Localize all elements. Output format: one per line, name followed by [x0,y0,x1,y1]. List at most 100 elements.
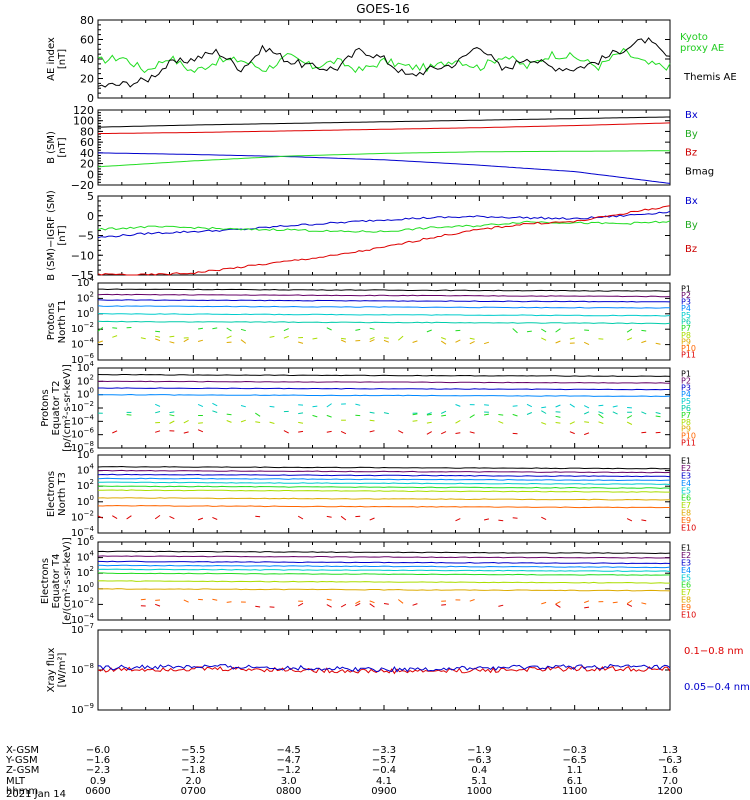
channel-segment [298,412,304,415]
channel-label: P1 [681,369,691,378]
x-tick-value: 7.0 [662,776,678,787]
x-tick-value: −5.5 [181,745,205,756]
channel-segment [197,403,204,408]
channel-segment [197,517,204,521]
channel-label: E4 [681,566,691,575]
channel-segment [626,600,633,605]
channel-segment [541,328,547,333]
channel-segment [612,411,618,415]
channel-segment [126,515,132,520]
channel-segment [226,413,232,416]
channel-segment [541,601,547,605]
channel-segment [598,421,604,424]
channel-line [97,550,671,555]
channel-segment [569,403,575,408]
channel-segment [297,515,304,520]
channel-segment [555,603,561,608]
channel-segment [469,599,475,602]
x-tick-value: −6.3 [467,755,491,766]
series-line [97,205,671,276]
y-tick-label: 10−9 [71,702,94,716]
channel-segment [440,340,447,345]
channel-segment [183,431,189,434]
channel-label: P7 [681,411,691,420]
channel-line [97,497,671,501]
channel-label: E6 [681,494,691,503]
y-tick-label: 106 [77,447,95,461]
channel-segment [326,598,332,601]
channel-label: E2 [681,464,691,473]
x-tick-value: −0.4 [372,765,396,776]
legend-label: 0.05−0.4 nm [684,682,750,693]
channel-segment [240,328,246,332]
channel-line [98,313,671,317]
channel-label: E7 [681,588,691,597]
series-line [98,116,670,128]
y-tick-label: 10−4 [71,612,95,626]
channel-segment [212,410,218,413]
y-tick-label: 10−4 [71,337,95,351]
channel-line [97,380,671,384]
channel-line [97,481,671,485]
y-tick-label: 60 [80,34,94,47]
channel-label: P5 [681,397,691,406]
channel-segment [112,430,118,434]
channel-segment [369,430,375,433]
channel-label: P1 [681,284,691,293]
channel-label: E7 [681,501,691,510]
channel-segment [426,413,432,416]
channel-label: P10 [681,432,696,441]
channel-segment [498,519,504,522]
channel-label: P3 [681,298,691,307]
channel-label: P7 [681,324,691,333]
channel-segment [240,419,246,423]
y-tick-label: 10−2 [71,596,94,610]
x-tick-value: −6.3 [658,755,682,766]
channel-line [97,560,671,565]
y-axis-label: Equator T4 [51,554,62,609]
channel-segment [369,327,375,330]
channel-segment [555,340,561,344]
channel-segment [255,515,261,518]
channel-segment [340,430,347,435]
y-axis-label: B (SM)−IGRF (SM) [46,190,57,281]
channel-line [98,572,671,576]
channel-segment [212,598,218,601]
y-tick-label: 10−8 [71,440,94,454]
x-tick-value: −1.6 [86,755,110,766]
y-tick-label: 0 [87,168,94,181]
series-line [97,47,671,74]
channel-segment [441,337,447,340]
y-tick-label: 0 [87,92,94,105]
x-row-label: Y-GSM [5,755,38,766]
y-axis-label: AE index [46,37,57,81]
channel-segment [526,330,532,333]
channel-line [97,469,671,474]
series-line [97,220,671,233]
x-tick-value: 6.1 [567,776,583,787]
channel-segment [555,415,561,418]
x-tick-value: 5.1 [471,776,487,787]
channel-segment [641,411,647,415]
channel-label: E1 [681,457,691,466]
channel-segment [226,327,232,332]
y-axis-label: [nT] [57,225,68,245]
y-tick-label: 10−2 [71,400,94,414]
channel-segment [197,429,204,433]
channel-line [98,288,671,292]
channel-segment [297,602,304,607]
channel-segment [441,604,447,606]
channel-segment [626,603,633,607]
channel-label: P9 [681,337,691,346]
channel-segment [97,340,103,344]
channel-segment [154,403,161,407]
channel-segment [498,420,504,424]
series-line [97,210,671,239]
channel-label: E3 [681,472,691,481]
y-axis-label: [p/(cm²-s-sr-keV)] [62,364,73,452]
legend-label: Bz [685,244,697,255]
y-tick-label: 10−8 [71,662,94,676]
y-tick-label: 104 [77,550,95,564]
panel-frame [97,367,671,449]
